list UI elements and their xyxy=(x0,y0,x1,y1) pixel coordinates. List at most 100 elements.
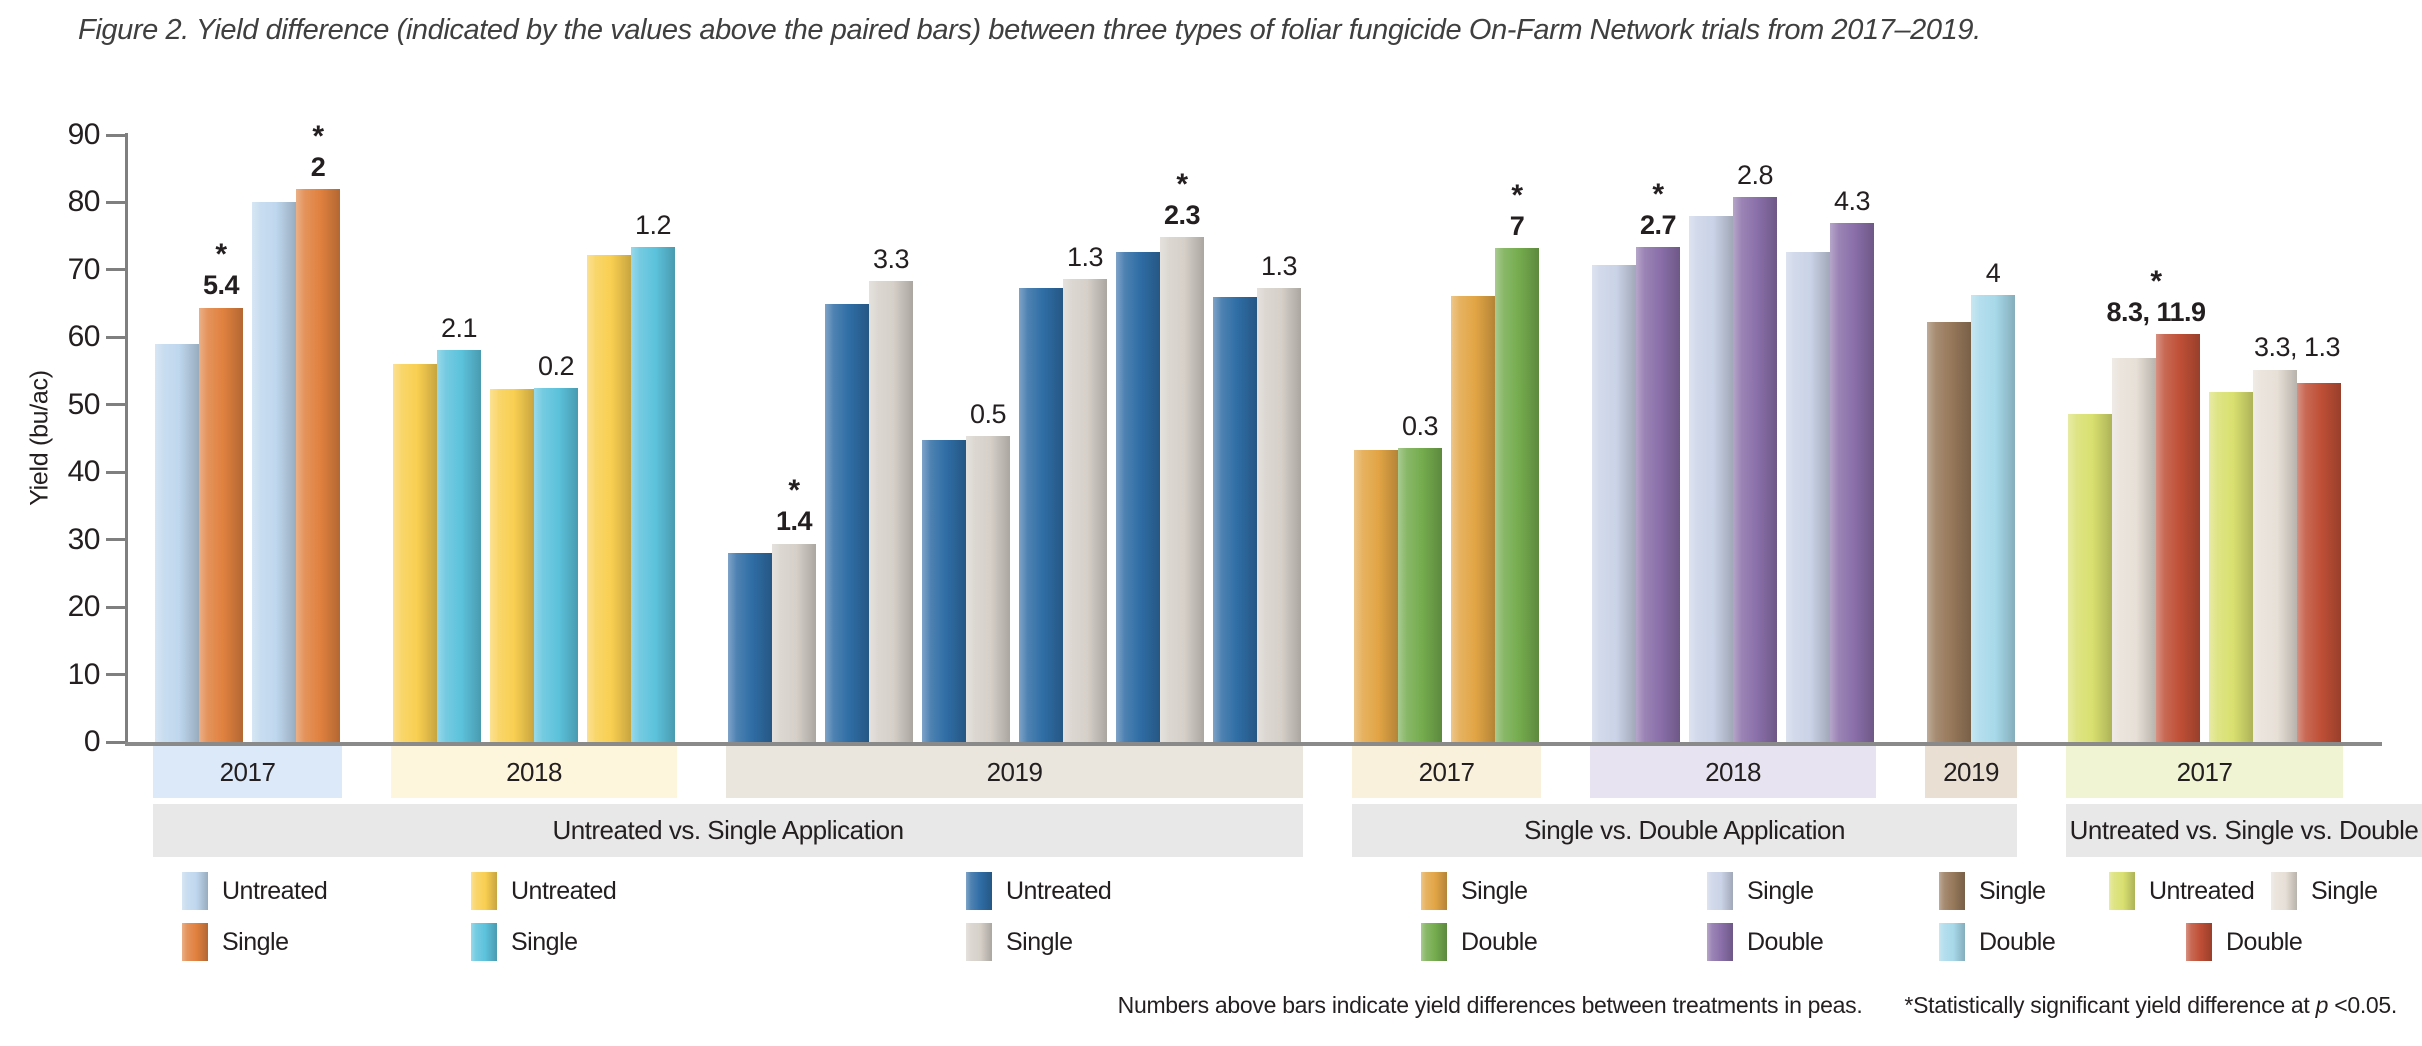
yield-difference-value: 3.3, 1.3 xyxy=(2253,332,2341,363)
bar-double-2018 xyxy=(1636,246,1680,742)
legend-label: Untreated xyxy=(1006,877,1112,905)
bar-single-2017 xyxy=(2253,369,2297,742)
yield-difference-value: 2.8 xyxy=(1736,159,1774,190)
yield-difference-value: 2.3 xyxy=(1163,199,1201,230)
legend-swatch-double xyxy=(1707,923,1733,961)
legend-swatch-single xyxy=(1421,872,1447,910)
legend-swatch-double xyxy=(1939,923,1965,961)
legend-swatch-untreated xyxy=(966,872,992,910)
legend-swatch-single xyxy=(471,923,497,961)
legend-label: Double xyxy=(1461,928,1538,956)
significance-star: * xyxy=(312,119,324,153)
legend-label: Untreated xyxy=(222,877,328,905)
legend-label: Single xyxy=(222,928,289,956)
y-axis-tick xyxy=(106,335,125,339)
yield-difference-label: 1.3 xyxy=(1260,250,1298,281)
bar-untreated-2019 xyxy=(1019,288,1063,742)
legend-swatch-single xyxy=(1939,872,1965,910)
y-axis-tick xyxy=(106,268,125,272)
y-axis-tick xyxy=(106,538,125,542)
yield-difference-label: 3.3, 1.3 xyxy=(2253,332,2341,363)
legend-label: Single xyxy=(1461,877,1528,905)
y-axis-tick xyxy=(106,133,125,137)
yield-difference-value: 1.3 xyxy=(1260,250,1298,281)
bar-single-2018 xyxy=(1592,265,1636,742)
bar-double-2019 xyxy=(1971,294,2015,742)
year-band-2018: 2018 xyxy=(1590,746,1876,798)
bar-single-2018 xyxy=(631,246,675,742)
legend-label: Single xyxy=(511,928,578,956)
y-axis-tick-label: 0 xyxy=(83,725,101,758)
yield-difference-value: 0.2 xyxy=(537,350,575,381)
y-axis-line xyxy=(125,133,128,744)
year-band-2017: 2017 xyxy=(1352,746,1541,798)
bar-single-2017 xyxy=(1451,295,1495,742)
bar-double-2017 xyxy=(2156,333,2200,742)
bar-untreated-2019 xyxy=(1213,296,1257,742)
year-band-2019: 2019 xyxy=(1925,746,2017,798)
yield-difference-label: * 5.4 xyxy=(202,240,240,301)
yield-difference-label: 3.3 xyxy=(873,245,910,274)
bar-untreated-2017 xyxy=(252,202,296,742)
year-band-2017: 2017 xyxy=(153,746,342,798)
bar-double-2017 xyxy=(1398,447,1442,742)
yield-difference-label: 2.8 xyxy=(1736,159,1774,190)
bar-single-2018 xyxy=(1689,215,1733,742)
y-axis-tick-label: 40 xyxy=(67,455,101,489)
bar-single-2018 xyxy=(534,387,578,742)
bar-single-2017 xyxy=(2112,358,2156,742)
yield-difference-label: 0.3 xyxy=(1401,410,1439,441)
bar-single-2019 xyxy=(772,543,816,742)
bar-untreated-2017 xyxy=(2209,391,2253,742)
bar-single-2017 xyxy=(1354,449,1398,742)
yield-difference-value: 0.3 xyxy=(1401,410,1439,441)
yield-difference-label: * 8.3, 11.9 xyxy=(2106,266,2206,326)
yield-difference-label: 0.5 xyxy=(969,399,1007,430)
yield-difference-value: 4 xyxy=(1985,257,2001,288)
bar-untreated-2018 xyxy=(393,364,437,742)
yield-difference-label: * 1.4 xyxy=(775,476,813,537)
year-band-2018: 2018 xyxy=(391,746,677,798)
bar-single-2019 xyxy=(1927,321,1971,742)
bar-double-2018 xyxy=(1733,197,1777,742)
year-band-2017: 2017 xyxy=(2066,746,2343,798)
significance-star: * xyxy=(1176,167,1188,201)
bar-single-2018 xyxy=(437,350,481,742)
legend-swatch-single xyxy=(1707,872,1733,910)
y-axis-tick-label: 70 xyxy=(67,252,101,286)
legend-swatch-untreated xyxy=(2109,872,2135,910)
footnote-yield-differences: Numbers above bars indicate yield differ… xyxy=(1117,992,1863,1018)
legend-label: Untreated xyxy=(511,877,617,905)
y-axis-tick xyxy=(106,403,125,407)
y-axis-tick-label: 10 xyxy=(67,657,101,691)
yield-difference-value: 1.2 xyxy=(634,209,672,240)
y-axis-tick xyxy=(106,200,125,204)
yield-difference-value: 7 xyxy=(1509,210,1525,241)
legend-swatch-single xyxy=(182,923,208,961)
footnote-p-symbol: p xyxy=(2315,992,2329,1018)
y-axis-tick-label: 60 xyxy=(67,320,101,354)
category-band: Untreated vs. Single Application xyxy=(153,804,1303,857)
legend-label: Untreated xyxy=(2149,877,2255,905)
yield-difference-value: 1.4 xyxy=(775,506,813,537)
legend-swatch-untreated xyxy=(471,872,497,910)
yield-difference-label: * 2 xyxy=(311,119,326,181)
legend-label: Double xyxy=(2226,928,2303,956)
yield-difference-label: 1.3 xyxy=(1066,242,1104,272)
yield-difference-value: 2.7 xyxy=(1639,209,1677,240)
yield-difference-value: 5.4 xyxy=(202,270,240,301)
yield-difference-label: 0.2 xyxy=(537,350,575,381)
legend-swatch-double xyxy=(2186,923,2212,961)
yield-difference-label: * 2.7 xyxy=(1639,177,1677,240)
y-axis-tick xyxy=(106,605,125,609)
significance-star: * xyxy=(1652,177,1664,211)
yield-difference-value: 0.5 xyxy=(969,399,1007,430)
bar-untreated-2019 xyxy=(825,303,869,742)
yield-difference-label: 4 xyxy=(1985,257,2001,288)
bar-untreated-2019 xyxy=(728,553,772,742)
yield-difference-label: * 2.3 xyxy=(1163,167,1201,230)
bar-double-2017 xyxy=(1495,248,1539,742)
bar-single-2019 xyxy=(869,281,913,742)
yield-difference-value: 1.3 xyxy=(1066,242,1104,272)
yield-difference-label: 2.1 xyxy=(441,313,478,342)
